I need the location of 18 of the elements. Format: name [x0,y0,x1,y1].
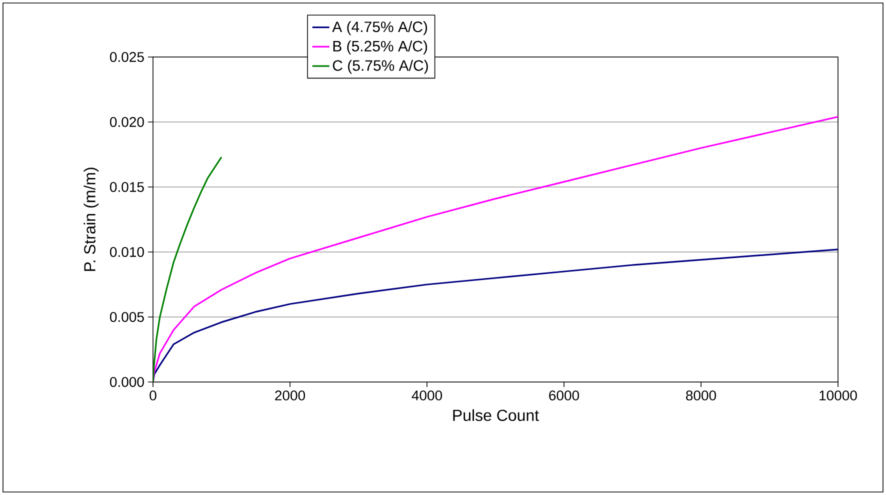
line-series [153,156,222,382]
x-axis-title: Pulse Count [453,409,539,422]
legend-label: A (4.75% A/C) [332,21,428,36]
x-tick-label: 6000 [549,390,580,400]
x-tick-label: 0 [150,390,156,400]
y-axis-title: P. Strain (m/m) [84,168,99,271]
x-tick-label: 8000 [686,390,716,400]
y-tick-label: 0.015 [110,182,144,192]
y-tick-label: 0.005 [110,312,144,322]
y-tick-label: 0.025 [110,52,144,62]
y-tick-label: 0.020 [110,117,144,127]
x-tick-label: 10000 [820,390,857,400]
x-tick-label: 2000 [275,390,306,400]
y-tick-label: 0.010 [110,247,144,257]
x-tick-label: 4000 [412,390,442,400]
legend-label: C (5.75% A/C) [332,60,428,74]
y-tick-label: 0.000 [110,377,144,387]
legend-label: B (5.25% A/C) [333,40,428,54]
